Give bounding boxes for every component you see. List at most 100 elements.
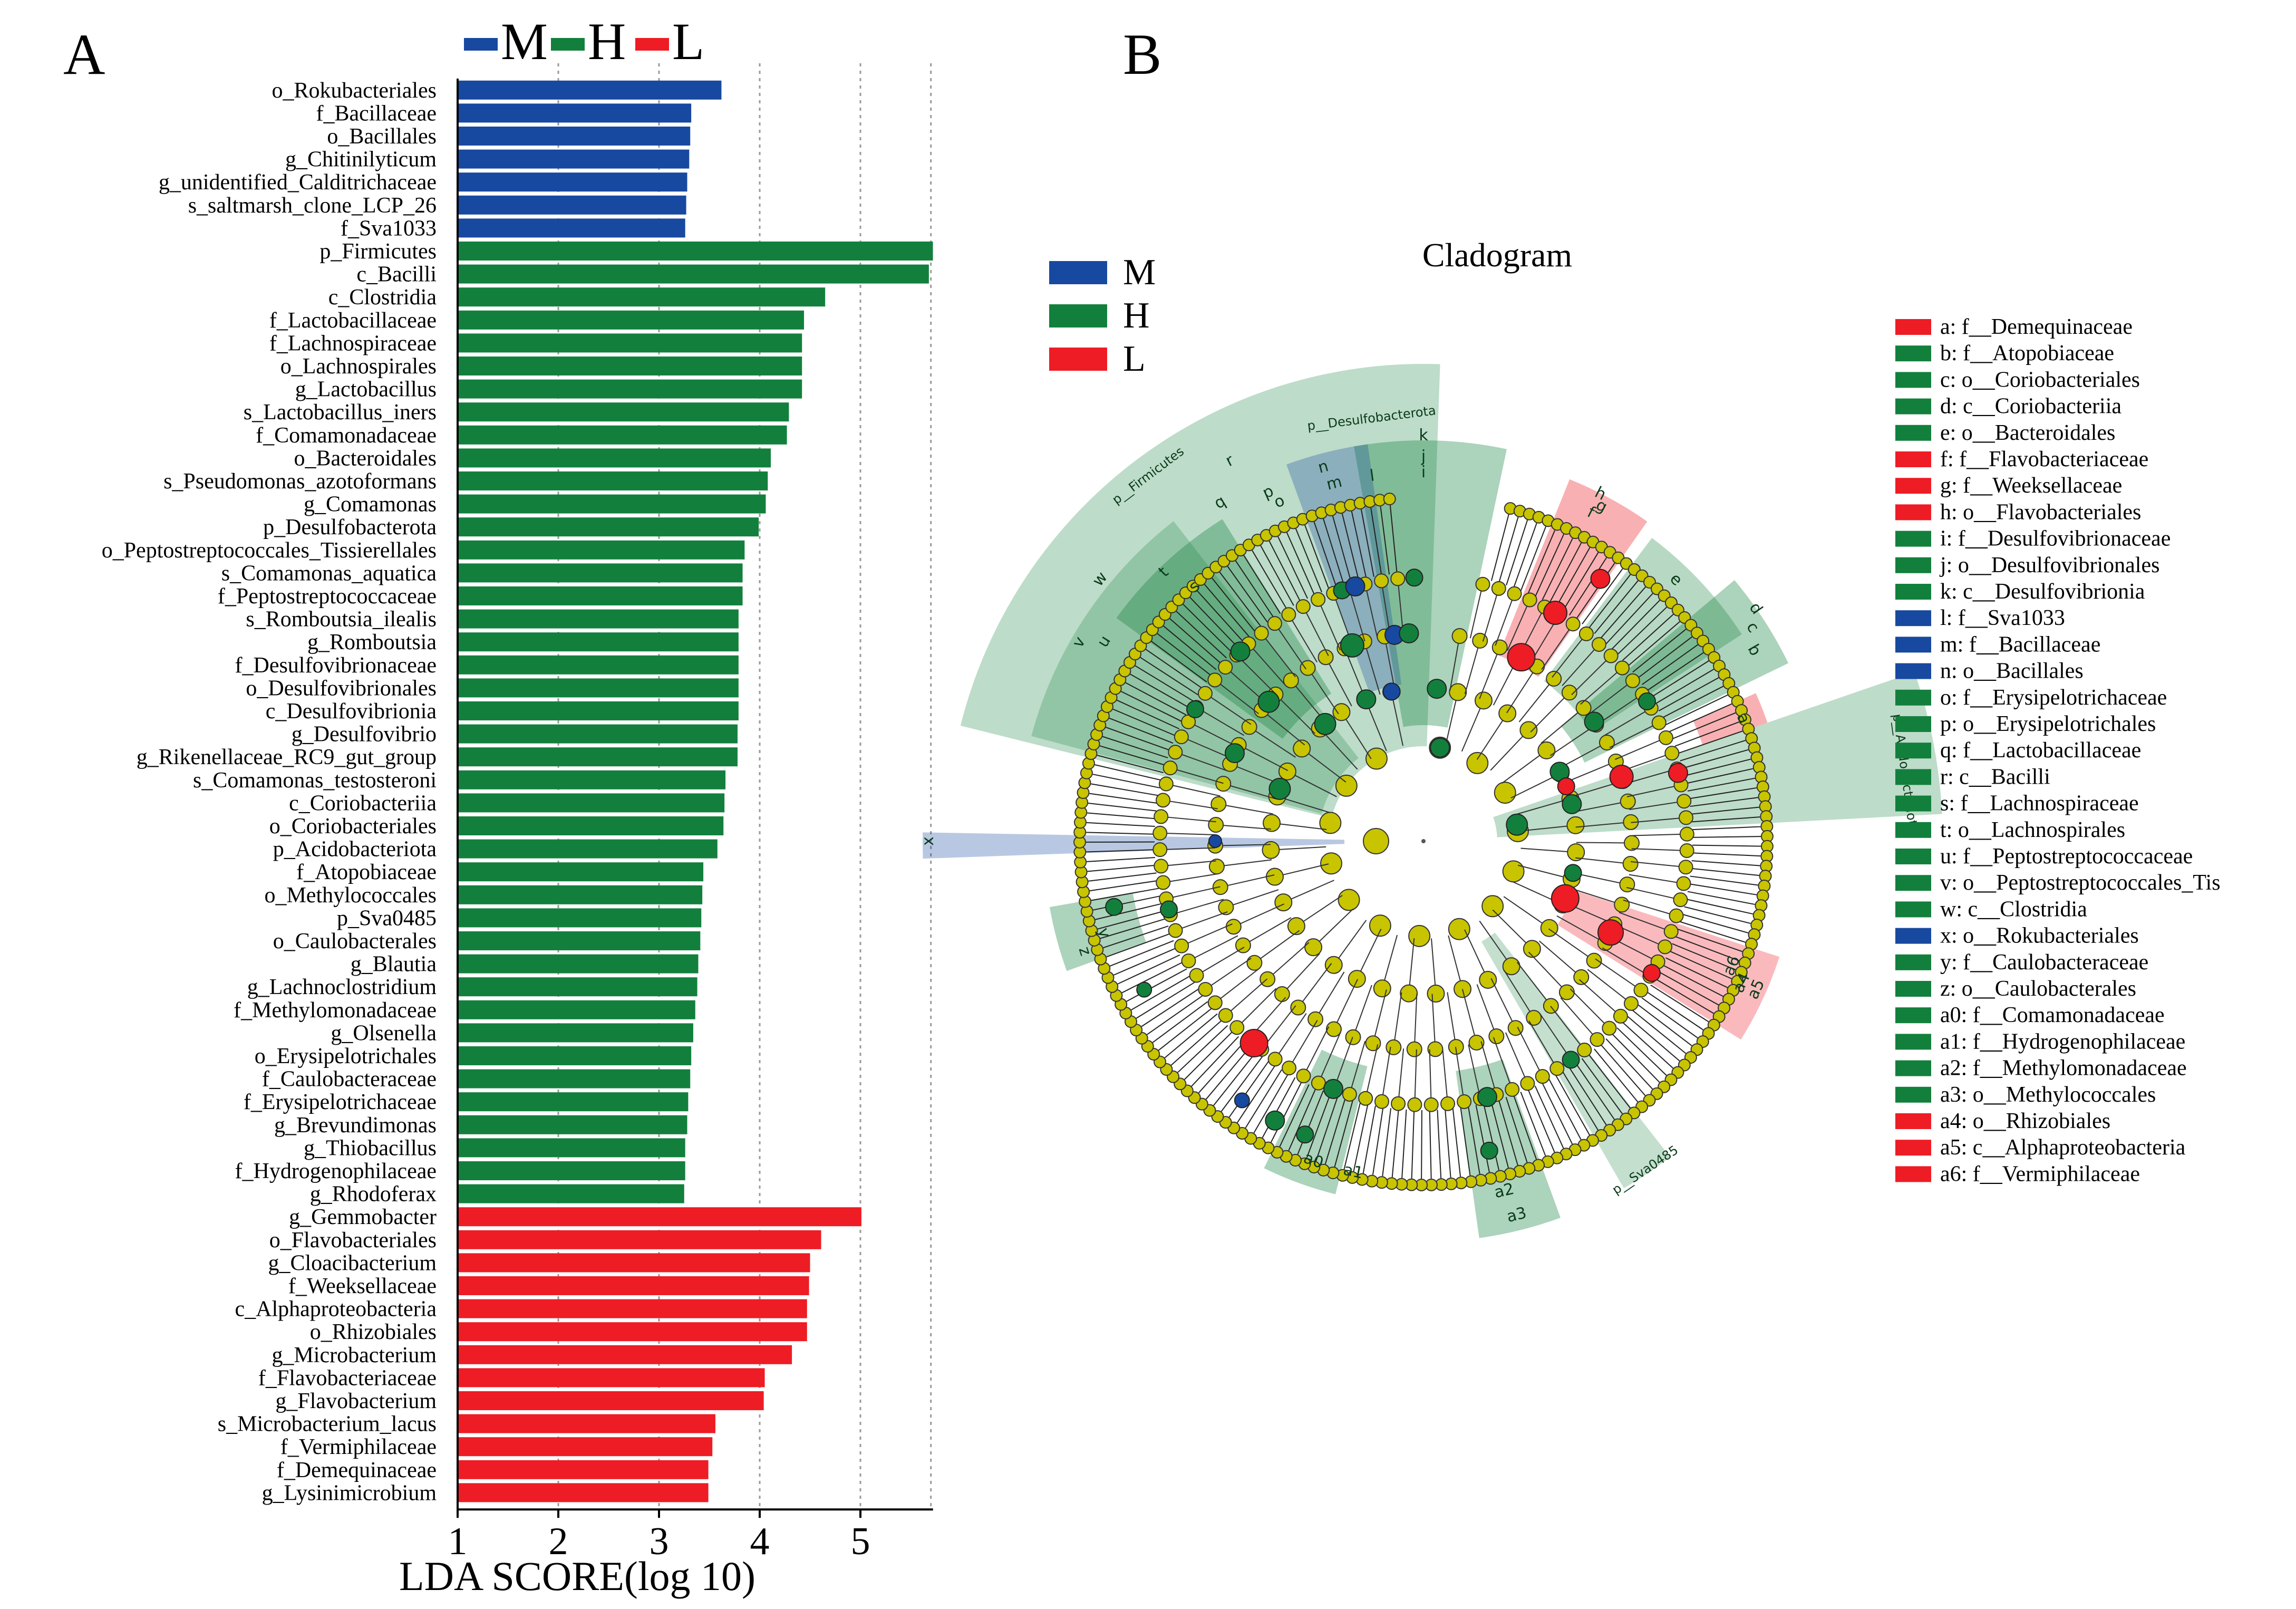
- leaf-branch: [1622, 1022, 1674, 1069]
- internal-node: [1577, 1043, 1592, 1058]
- enriched-node: [1314, 712, 1336, 735]
- internal-branch: [1614, 737, 1667, 760]
- internal-branch: [1216, 824, 1271, 830]
- internal-branch: [1588, 680, 1633, 715]
- internal-branch: [1501, 750, 1547, 784]
- leaf-branch: [1164, 1013, 1218, 1058]
- clade-shade: [1049, 892, 1146, 971]
- category-label: g_Flavobacterium: [275, 1389, 437, 1413]
- internal-branch: [1596, 693, 1643, 726]
- internal-branch: [1303, 1026, 1330, 1076]
- internal-node: [1369, 914, 1391, 937]
- leaf-branch: [1086, 832, 1155, 835]
- leaf-branch: [1093, 895, 1160, 911]
- leaf-branch: [1555, 1075, 1590, 1135]
- leaf-branch: [1627, 1016, 1680, 1062]
- internal-branch: [1274, 623, 1306, 670]
- internal-node: [1218, 1008, 1233, 1023]
- category-label: g_Chitinilyticum: [285, 148, 437, 172]
- leaf-branch: [1157, 633, 1212, 677]
- internal-node: [1189, 968, 1204, 983]
- category-label: o_Rhizobiales: [310, 1320, 437, 1344]
- key-label: o: f__Erysipelotrichaceae: [1940, 686, 2167, 710]
- cladogram-title: Cladogram: [1422, 236, 1572, 274]
- key-swatch: [1895, 981, 1931, 997]
- internal-branch: [1363, 641, 1381, 695]
- root-node: [1421, 839, 1426, 843]
- legend-label: M: [501, 12, 548, 71]
- enriched-node: [1296, 1125, 1314, 1144]
- leaf-branch: [1286, 532, 1315, 596]
- category-label: c_Bacilli: [356, 263, 437, 287]
- category-label: o_Flavobacteriales: [269, 1228, 437, 1252]
- internal-branch: [1170, 767, 1224, 784]
- category-label: c_Coriobacteriia: [289, 791, 437, 815]
- internal-branch: [1603, 708, 1652, 737]
- enriched-node: [1230, 641, 1251, 662]
- key-swatch: [1895, 398, 1931, 415]
- internal-branch: [1595, 958, 1642, 991]
- internal-node: [1324, 956, 1343, 974]
- bar: [458, 1460, 709, 1479]
- internal-branch: [1623, 899, 1677, 917]
- bar: [458, 264, 929, 284]
- key-label: h: o__Flavobacteriales: [1940, 500, 2141, 524]
- internal-branch: [1505, 1032, 1528, 1084]
- internal-node: [1208, 817, 1224, 833]
- enriched-node: [1506, 813, 1528, 836]
- leaf-branch: [1140, 657, 1198, 696]
- internal-branch: [1630, 861, 1686, 868]
- leaf-branch: [1341, 513, 1360, 581]
- internal-branch: [1249, 726, 1296, 758]
- internal-branch: [1282, 953, 1320, 995]
- x-tick-label: 2: [549, 1520, 568, 1563]
- internal-branch: [1495, 593, 1515, 646]
- leaf-branch: [1691, 816, 1760, 823]
- internal-branch: [1552, 633, 1587, 678]
- internal-branch: [1243, 917, 1292, 946]
- internal-branch: [1516, 961, 1552, 1006]
- internal-node: [1207, 995, 1223, 1010]
- enriched-node: [1638, 692, 1656, 711]
- internal-branch: [1161, 816, 1216, 823]
- internal-node: [1549, 1061, 1565, 1076]
- internal-node: [1613, 1008, 1628, 1024]
- leaf-branch: [1677, 928, 1743, 952]
- internal-branch: [1226, 889, 1279, 908]
- internal-branch: [1307, 668, 1339, 715]
- internal-branch: [1160, 847, 1216, 851]
- internal-branch: [1398, 1048, 1404, 1104]
- internal-branch: [1571, 655, 1612, 696]
- internal-node: [1156, 875, 1171, 890]
- category-label: f_Methylomonadaceae: [234, 998, 437, 1023]
- internal-branch: [1629, 801, 1684, 811]
- legend-label: L: [1123, 339, 1146, 379]
- leaf-branch: [1587, 1053, 1631, 1109]
- leaf-branch: [1112, 708, 1177, 737]
- leaf-branch: [1117, 954, 1180, 985]
- internal-branch: [1539, 940, 1582, 978]
- leaf-branch: [1089, 880, 1158, 892]
- internal-branch: [1393, 992, 1402, 1048]
- internal-branch: [1289, 1020, 1318, 1068]
- internal-branch: [1506, 666, 1537, 714]
- internal-node: [1449, 683, 1467, 701]
- internal-node: [1342, 1086, 1357, 1102]
- key-label: s: f__Lachnospiraceae: [1940, 792, 2139, 816]
- leaf-branch: [1520, 1092, 1546, 1157]
- internal-node: [1578, 626, 1594, 641]
- bar: [458, 1276, 809, 1295]
- category-label: g_Romboutsia: [307, 630, 437, 654]
- internal-node: [1567, 843, 1585, 862]
- internal-branch: [1578, 979, 1621, 1017]
- internal-node: [1197, 686, 1213, 701]
- key-label: c: o__Coriobacteriales: [1940, 368, 2140, 392]
- internal-node: [1423, 1097, 1439, 1112]
- internal-node: [1614, 660, 1630, 676]
- bar: [458, 218, 685, 238]
- leaf-branch: [1121, 961, 1184, 994]
- internal-branch: [1631, 848, 1687, 851]
- internal-node: [1457, 1094, 1472, 1110]
- leaf-branch: [1616, 606, 1667, 656]
